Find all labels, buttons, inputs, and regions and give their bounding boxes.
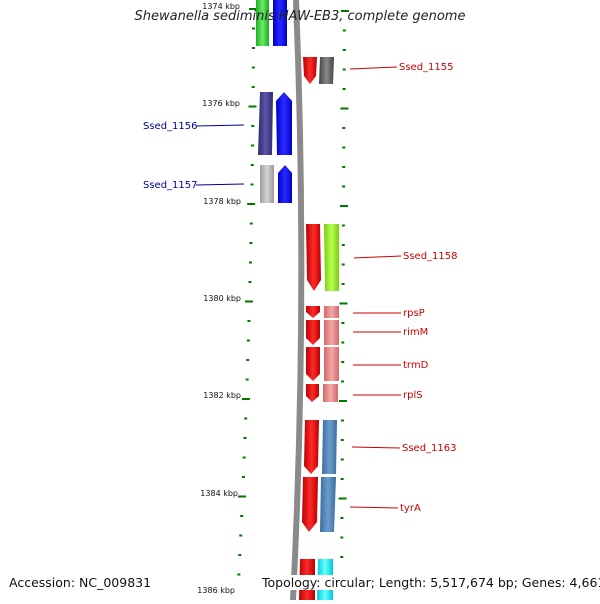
gene-label-ssed-1156: Ssed_1156 xyxy=(143,121,198,132)
left-ticks xyxy=(237,8,257,576)
ruler-labels: 1374 kbp 1376 kbp 1378 kbp 1380 kbp 1382… xyxy=(197,2,241,595)
genome-backbone xyxy=(290,0,305,601)
gene-label-rimm: rimM xyxy=(403,327,428,338)
gene-feature-rpsp xyxy=(324,306,339,318)
ruler-label-1378: 1378 kbp xyxy=(203,197,241,206)
accession-text: Accession: NC_009831 xyxy=(9,575,152,590)
gene-feature-tyra xyxy=(320,477,336,532)
gene-label-ssed-1163: Ssed_1163 xyxy=(402,443,457,454)
ruler-label-1380: 1380 kbp xyxy=(203,294,241,303)
right-ticks xyxy=(338,10,349,578)
gene-label-lines xyxy=(195,66,402,509)
gene-label-rpls: rplS xyxy=(403,390,423,401)
gene-feature-top-green xyxy=(256,0,269,46)
gene-feature-trmd xyxy=(324,347,339,381)
gene-feature-rpls xyxy=(323,384,338,402)
ruler-label-1376: 1376 kbp xyxy=(202,99,240,108)
gene-feature-ssed-1158-cds xyxy=(306,224,321,291)
gene-feature-ssed-1155 xyxy=(319,57,334,84)
label-line-ssed-1163 xyxy=(351,446,401,449)
gene-feature-ssed-1158 xyxy=(324,224,339,291)
gene-feature-ssed-1163-cds xyxy=(304,420,319,474)
label-line-ssed-1157 xyxy=(195,183,245,186)
gene-feature-rpsp-cds xyxy=(306,306,320,318)
ruler-label-1386: 1386 kbp xyxy=(197,586,235,595)
topology-text: Topology: circular; Length: 5,517,674 bp… xyxy=(262,575,600,590)
gene-label-rpsp: rpsP xyxy=(403,308,425,319)
map-title: Shewanella sediminis HAW-EB3, complete g… xyxy=(134,9,466,24)
gene-label-tyra: tyrA xyxy=(400,503,421,514)
label-line-ssed-1156 xyxy=(195,124,245,127)
label-line-ssed-1158 xyxy=(353,255,402,259)
gene-feature-ssed-1157-cds xyxy=(278,165,292,203)
gene-feature-ssed-1163 xyxy=(322,420,337,474)
gene-label-ssed-1157: Ssed_1157 xyxy=(143,180,198,191)
gene-feature-rpls-cds xyxy=(306,384,319,402)
gene-feature-ssed-1157 xyxy=(260,165,274,203)
label-line-ssed-1155 xyxy=(349,66,398,70)
gene-labels: Ssed_1155 Ssed_1156 Ssed_1157 Ssed_1158 … xyxy=(143,62,458,514)
ruler-label-1384: 1384 kbp xyxy=(200,489,238,498)
ruler-label-1374: 1374 kbp xyxy=(202,2,240,11)
gene-feature-ssed-1155-cds xyxy=(303,57,317,84)
label-line-tyra xyxy=(349,506,399,509)
gene-feature-tyra-cds xyxy=(302,477,318,532)
gene-blocks xyxy=(256,0,339,600)
gene-feature-ssed-1156-cds xyxy=(276,92,292,155)
gene-feature-rimm xyxy=(324,320,339,345)
gene-label-ssed-1158: Ssed_1158 xyxy=(403,251,458,262)
ruler-label-1382: 1382 kbp xyxy=(203,391,241,400)
gene-feature-ssed-1156 xyxy=(258,92,273,155)
gene-label-ssed-1155: Ssed_1155 xyxy=(399,62,454,73)
gene-feature-trmd-cds xyxy=(306,347,320,381)
gene-feature-rimm-cds xyxy=(306,320,320,345)
gene-feature-top-blue xyxy=(273,0,287,46)
gene-label-trmd: trmD xyxy=(403,360,429,371)
